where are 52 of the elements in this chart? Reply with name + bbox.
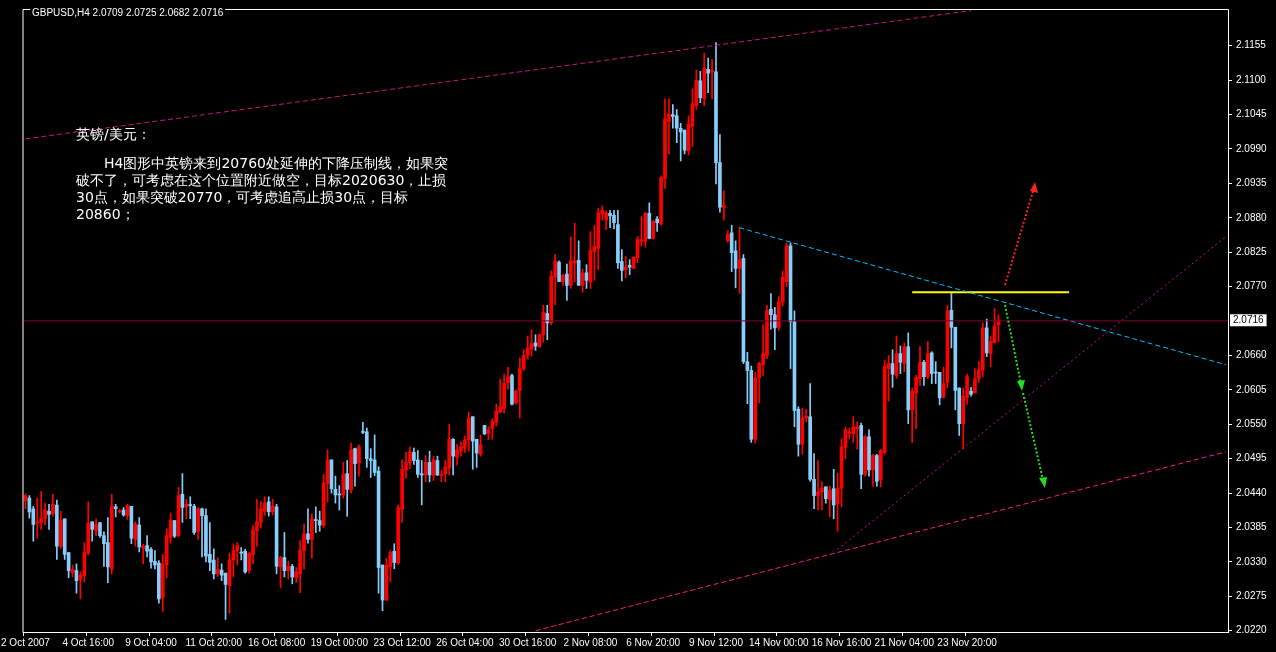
x-tick-label: 9 Nov 12:00 [689, 636, 744, 648]
y-tick-label: 2.0825 [1236, 245, 1268, 257]
x-tick-label: 21 Nov 04:00 [874, 636, 935, 648]
y-tick-label: 2.0440 [1236, 486, 1268, 498]
annotation: H4图形中英镑来到20760处延伸的下降压制线，如果突破不了，可考虑在这个位置附近做空，目标2020630，止损30点，如果突破20770，可考虑追高止损30点，目标20860； [76, 155, 449, 223]
chart-title: GBPUSD,H4 2.0709 2.0725 2.0682 2.0716 [30, 7, 226, 18]
x-tick-label: 14 Nov 00:00 [749, 636, 809, 648]
y-tick-label: 2.0770 [1236, 280, 1268, 292]
x-tick-label: 2 Nov 08:00 [563, 636, 618, 648]
y-tick-label: 2.0935 [1236, 177, 1268, 189]
y-tick-label: 2.0330 [1236, 555, 1268, 567]
y-tick-label: 2.0550 [1236, 418, 1268, 429]
candlestick [200, 507, 204, 558]
candlestick [419, 460, 424, 506]
y-tick-label: 2.1045 [1236, 108, 1268, 120]
x-tick-label: 11 Oct 20:00 [185, 636, 243, 648]
x-tick-label: 16 Oct 08:00 [247, 636, 306, 648]
y-tick-label: 2.1155 [1236, 39, 1267, 51]
candlestick [855, 421, 860, 450]
candlestick [623, 256, 628, 279]
y-tick-label: 2.0385 [1236, 521, 1268, 533]
candlestick [47, 504, 51, 530]
y-tick-label: 2.1100 [1236, 73, 1267, 85]
candlestick [627, 259, 632, 276]
candlestick [313, 506, 318, 533]
candlestick [816, 460, 820, 511]
x-tick-label: 4 Oct 16:00 [62, 636, 115, 648]
candlestick [608, 209, 612, 229]
x-tick-label: 23 Oct 12:00 [373, 636, 432, 648]
x-tick-label: 2 Oct 2007 [1, 636, 51, 648]
x-tick-label: 30 Oct 16:00 [499, 636, 557, 648]
x-tick-label: 16 Nov 16:00 [811, 636, 872, 648]
x-tick-label: 26 Oct 04:00 [436, 636, 494, 648]
x-tick-label: 6 Nov 20:00 [626, 636, 681, 648]
y-tick-label: 2.0495 [1236, 452, 1268, 464]
candlestick [706, 57, 710, 93]
x-tick-label: 23 Nov 20:00 [937, 636, 998, 648]
y-tick-label: 2.0605 [1236, 383, 1268, 395]
y-tick-label: 2.0990 [1236, 142, 1268, 154]
y-tick-label: 2.0660 [1236, 349, 1268, 361]
ref-line-label: 2.0716 [1233, 314, 1265, 326]
x-tick-label: 9 Oct 04:00 [125, 636, 178, 648]
candlestick [184, 499, 189, 520]
y-tick-label: 2.0220 [1236, 624, 1268, 636]
x-tick-label: 19 Oct 00:00 [310, 636, 369, 648]
y-tick-label: 2.0880 [1236, 211, 1268, 223]
y-tick-label: 2.0275 [1236, 590, 1268, 602]
candlestick [317, 510, 322, 532]
candlestick [655, 216, 659, 232]
candlestick [215, 557, 220, 577]
candlestick [306, 508, 310, 544]
annotation: 英镑/美元： [76, 126, 152, 143]
